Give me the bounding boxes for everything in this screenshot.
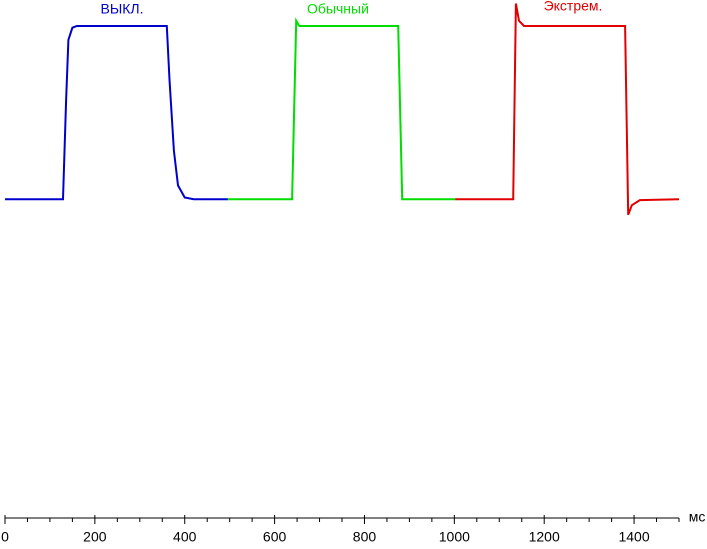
- x-tick-label: 200: [83, 529, 107, 544]
- series-label: Экстрем.: [544, 0, 603, 14]
- x-tick-label: 1400: [618, 529, 649, 544]
- series-line: [227, 17, 456, 201]
- x-tick-label: 1200: [529, 529, 560, 544]
- x-tick-label: 800: [353, 529, 377, 544]
- x-tick-label: 600: [263, 529, 287, 544]
- series-label: ВЫКЛ.: [101, 1, 144, 17]
- x-axis-label: мс: [689, 509, 706, 525]
- x-tick-label: 400: [173, 529, 197, 544]
- series-line: [5, 25, 228, 201]
- series-label: Обычный: [307, 1, 369, 17]
- series-line: [455, 3, 680, 216]
- x-tick-label: 0: [1, 529, 9, 544]
- x-tick-label: 1000: [439, 529, 470, 544]
